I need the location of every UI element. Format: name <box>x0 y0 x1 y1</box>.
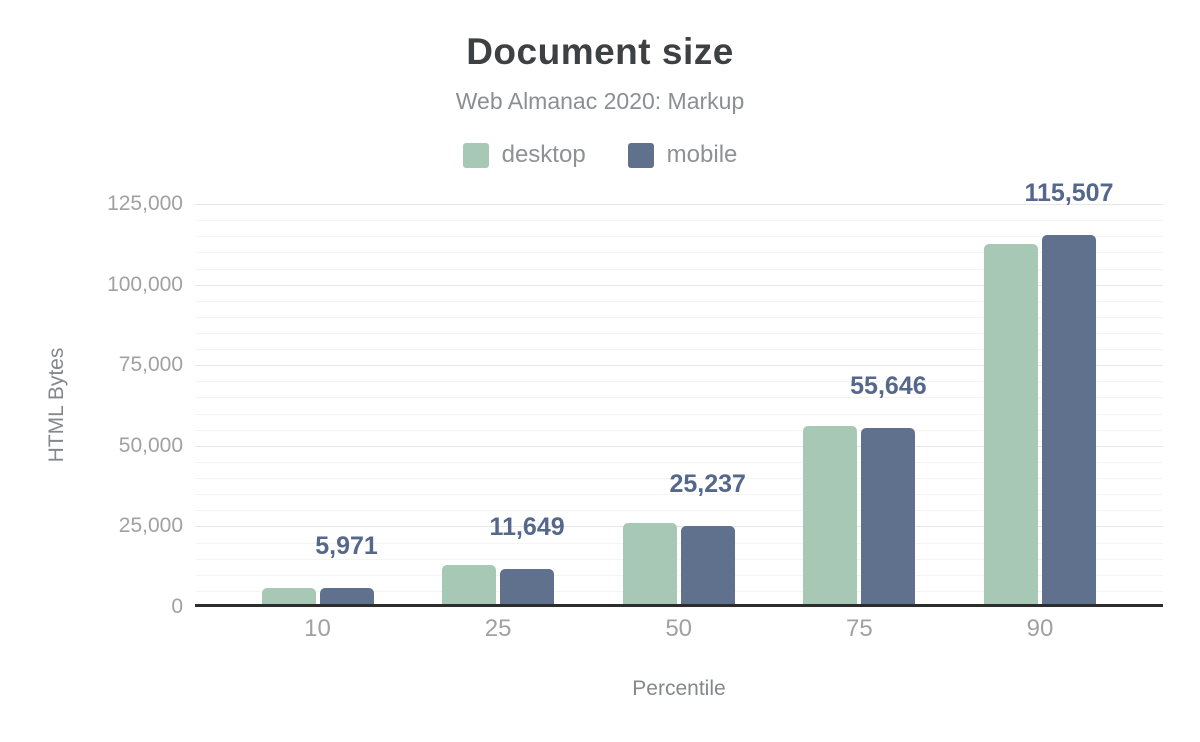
chart-title: Document size <box>466 31 734 72</box>
gridline-minor <box>195 381 1163 383</box>
gridline-minor <box>195 461 1163 463</box>
gridline-major <box>195 284 1163 286</box>
gridline-minor <box>195 413 1163 415</box>
x-axis-line <box>195 604 1163 607</box>
gridline-minor <box>195 236 1163 238</box>
chart-subtitle: Web Almanac 2020: Markup <box>455 88 745 114</box>
x-tick-label: 50 <box>665 615 693 642</box>
gridline-minor <box>195 252 1163 254</box>
legend-swatch-desktop-icon <box>462 142 489 168</box>
value-label-10: 5,971 <box>315 531 378 560</box>
gridline-minor <box>195 542 1163 544</box>
gridline-major <box>195 204 1163 205</box>
gridline-major <box>195 526 1163 528</box>
y-tick-label: 50,000 <box>118 433 183 457</box>
bar-mobile-10[interactable] <box>319 587 374 607</box>
gridline-minor <box>195 220 1163 222</box>
gridline-minor <box>195 590 1163 592</box>
value-label-50: 25,237 <box>669 469 746 498</box>
gridline-major <box>195 365 1163 367</box>
gridline-minor <box>195 333 1163 334</box>
bar-mobile-25[interactable] <box>500 569 555 607</box>
gridline-minor <box>195 316 1163 318</box>
value-label-25: 11,649 <box>489 513 565 542</box>
gridline-minor <box>195 349 1163 351</box>
y-tick-label: 25,000 <box>118 514 183 538</box>
value-label-75: 55,646 <box>850 371 927 400</box>
y-tick-label: 0 <box>171 595 183 618</box>
x-tick-label: 25 <box>484 615 512 642</box>
gridline-minor <box>195 558 1163 560</box>
gridline-minor <box>195 478 1163 479</box>
legend-item-desktop: desktop <box>462 141 586 169</box>
bar-desktop-90[interactable] <box>984 243 1038 607</box>
x-axis-title: Percentile <box>632 677 726 700</box>
bar-desktop-75[interactable] <box>803 425 858 607</box>
gridline-minor <box>195 300 1163 302</box>
bar-mobile-50[interactable] <box>680 525 735 607</box>
legend-label-desktop: desktop <box>501 141 586 168</box>
gridline-minor <box>195 268 1163 270</box>
bar-mobile-90[interactable] <box>1042 234 1096 607</box>
y-tick-label: 75,000 <box>118 353 183 377</box>
gridline-minor <box>195 397 1163 399</box>
x-tick-label: 90 <box>1026 615 1054 642</box>
x-tick-label: 75 <box>846 615 873 642</box>
gridline-minor <box>195 429 1163 431</box>
legend: desktop mobile <box>0 141 1200 169</box>
value-label-90: 115,507 <box>1024 178 1114 207</box>
gridline-major <box>195 445 1163 447</box>
legend-item-mobile: mobile <box>627 141 738 169</box>
bar-desktop-10[interactable] <box>261 588 316 607</box>
bar-mobile-75[interactable] <box>861 427 916 607</box>
legend-label-mobile: mobile <box>666 141 738 168</box>
bar-desktop-50[interactable] <box>622 523 677 607</box>
x-tick-label: 10 <box>304 615 331 642</box>
legend-swatch-mobile-icon <box>627 142 654 168</box>
gridline-minor <box>195 510 1163 512</box>
bar-desktop-25[interactable] <box>442 565 497 607</box>
gridline-minor <box>195 574 1163 576</box>
gridline-minor <box>195 494 1163 496</box>
y-tick-label: 100,000 <box>107 272 183 296</box>
y-tick-label: 125,000 <box>107 192 183 215</box>
